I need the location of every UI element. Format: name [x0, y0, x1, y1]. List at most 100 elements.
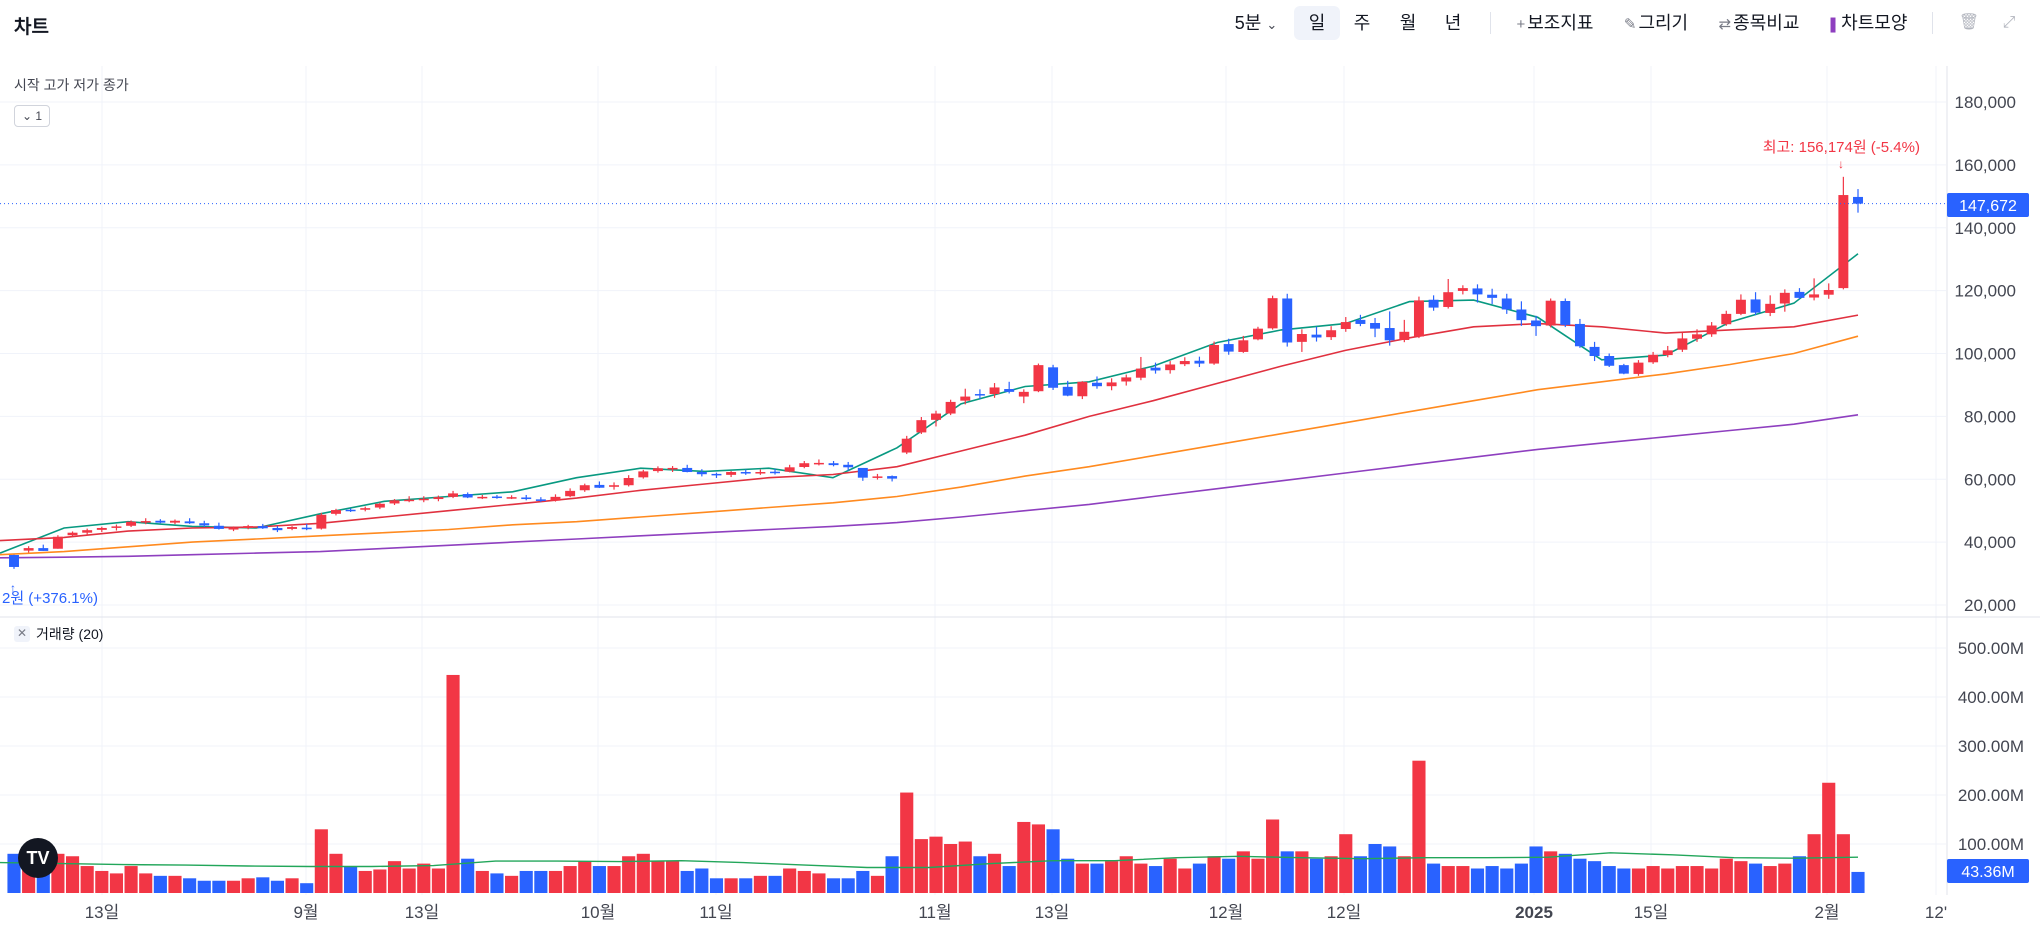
toolbar-divider: [1932, 12, 1933, 34]
volume-bar: [914, 839, 928, 893]
candle-body: [916, 420, 927, 433]
price-tick-label: 100,000: [1955, 345, 2016, 364]
volume-bar: [1631, 868, 1646, 893]
candle-body: [257, 526, 268, 529]
price-tick-label: 80,000: [1964, 407, 2016, 426]
volume-bar: [1617, 868, 1631, 893]
compare-button[interactable]: ⇄ 종목비교: [1716, 6, 1802, 40]
volume-bar: [1178, 868, 1192, 893]
period-day-button[interactable]: 일: [1294, 6, 1340, 40]
volume-bar: [1222, 858, 1236, 893]
compare-icon: ⇄: [1718, 16, 1732, 33]
volume-bar: [7, 853, 21, 893]
candle-body: [1106, 382, 1117, 387]
volume-bar: [622, 856, 636, 893]
drawing-button[interactable]: ✎ 그리기: [1620, 6, 1692, 40]
compare-label: 종목비교: [1733, 13, 1800, 33]
volume-axis: 500.00M 400.00M 300.00M 200.00M 100.00M: [1958, 639, 2024, 854]
candle-body: [813, 462, 824, 465]
close-icon[interactable]: ✕: [14, 626, 30, 642]
volume-bar: [1119, 856, 1133, 893]
candle-body: [1531, 320, 1542, 327]
time-tick-label: 11일: [699, 903, 732, 922]
volume-bar: [344, 866, 358, 893]
candle-body: [535, 499, 546, 501]
volume-bar: [1675, 866, 1689, 893]
candle-body: [623, 477, 634, 486]
period-month-button[interactable]: 월: [1386, 6, 1430, 40]
candle-body: [711, 473, 722, 476]
candle-body: [360, 508, 371, 510]
candle-body: [1706, 325, 1717, 335]
period-day-label: 일: [1308, 13, 1326, 33]
volume-bar: [1719, 858, 1733, 893]
legend-collapse-button[interactable]: ⌄ 1: [14, 105, 50, 127]
pencil-icon: ✎: [1623, 16, 1637, 33]
period-week-button[interactable]: 주: [1340, 6, 1384, 40]
candle-body: [1340, 322, 1351, 329]
candle-body: [1135, 368, 1146, 378]
volume-bar: [124, 866, 138, 893]
volume-tick-label: 100.00M: [1958, 835, 2024, 854]
candle-body: [1399, 331, 1410, 340]
period-year-button[interactable]: 년: [1430, 6, 1476, 40]
volume-bar: [592, 866, 606, 893]
period-month-label: 월: [1399, 13, 1417, 33]
volume-bar: [885, 856, 899, 893]
time-tick-label: 13일: [1035, 903, 1070, 922]
candle-body: [1296, 334, 1307, 342]
volume-bar: [1456, 866, 1470, 893]
time-tick-label: 13일: [85, 903, 120, 922]
candle-body: [1765, 303, 1776, 313]
candle-body: [1179, 361, 1190, 365]
candle-body: [111, 526, 122, 528]
candle-body: [448, 493, 459, 497]
tradingview-logo[interactable]: TV: [18, 838, 58, 878]
volume-bar: [109, 873, 124, 893]
volume-bar: [505, 875, 519, 893]
candle-body: [140, 521, 151, 523]
volume-bar: [1544, 851, 1558, 893]
candle-body: [228, 527, 239, 530]
interval-dropdown[interactable]: 5분 ⌄: [1228, 6, 1284, 40]
volume-tick-label: 200.00M: [1958, 786, 2024, 805]
volume-bar: [80, 866, 94, 893]
volume-bar: [314, 829, 328, 893]
indicators-button[interactable]: + 보조지표: [1512, 6, 1598, 40]
volume-bar: [212, 880, 226, 893]
candle-body: [1487, 294, 1498, 298]
candle-body: [126, 521, 137, 526]
candle-body: [1545, 300, 1556, 326]
candle-icon: ❚: [1826, 16, 1840, 33]
volume-bar: [826, 878, 841, 893]
candle-body: [887, 476, 898, 479]
candle-body: [1501, 298, 1512, 310]
volume-bar: [563, 866, 577, 893]
volume-legend: ✕ 거래량 (20): [14, 624, 103, 644]
candle-body: [1779, 292, 1790, 304]
candle-body: [330, 510, 341, 514]
volume-bar: [1427, 863, 1441, 893]
chart-style-button[interactable]: ❚ 차트모양: [1824, 6, 1910, 40]
expand-icon[interactable]: ⤢: [2002, 14, 2016, 31]
volume-tick-label: 300.00M: [1958, 737, 2024, 756]
candle-body: [243, 526, 254, 528]
volume-bar: [1529, 846, 1543, 893]
candle-body: [67, 532, 78, 536]
candle-body: [199, 523, 210, 526]
low-annotation: 2원 (+376.1%): [2, 590, 98, 607]
candle-body: [1457, 288, 1468, 291]
volume-bar: [139, 873, 153, 893]
candle-body: [521, 497, 532, 500]
trash-icon[interactable]: 🗑: [1958, 14, 1980, 31]
candle-body: [301, 527, 312, 530]
volume-legend-label: 거래량: [36, 626, 75, 642]
candle-body: [404, 499, 415, 502]
volume-bar: [944, 844, 958, 893]
indicators-label: 보조지표: [1527, 13, 1594, 33]
volume-bar: [1851, 871, 1865, 893]
candle-body: [1384, 328, 1395, 341]
candle-body: [433, 497, 444, 500]
volume-bar: [65, 856, 80, 893]
